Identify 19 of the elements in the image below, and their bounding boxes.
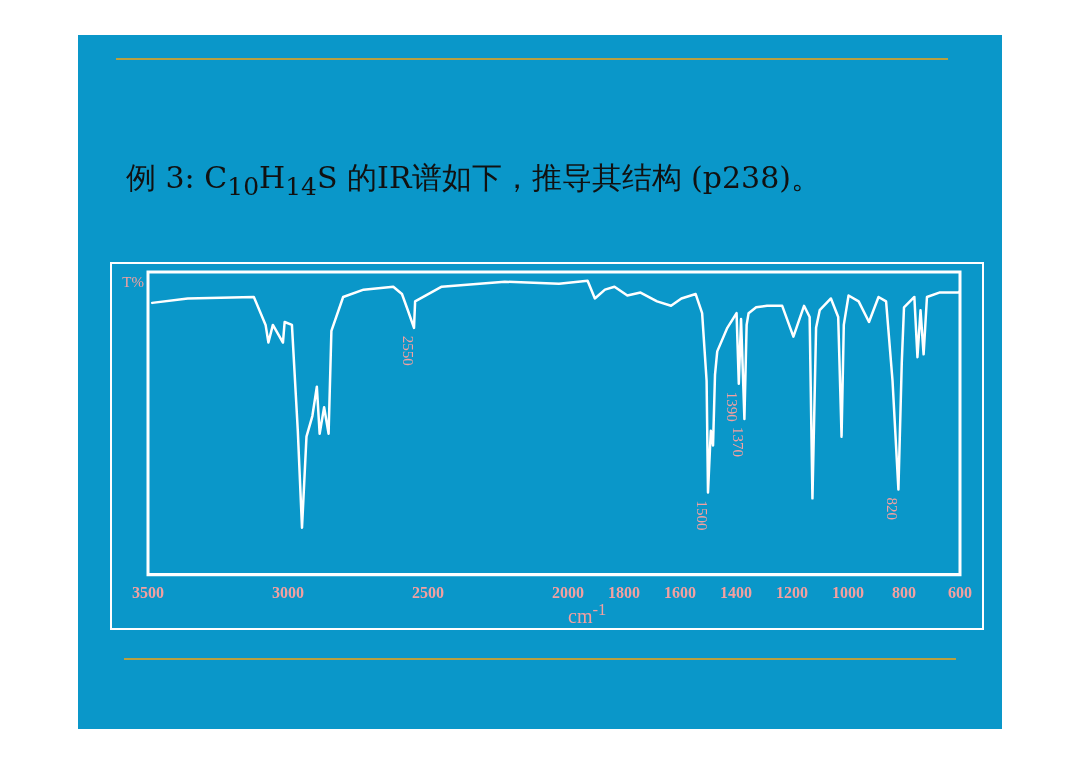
annotation: 1390 <box>724 391 741 422</box>
x-tick-label: 3500 <box>132 583 164 601</box>
x-tick-label: 600 <box>948 583 972 601</box>
x-axis-title: cm$^{-1}$ <box>568 600 607 628</box>
x-tick-label: 1400 <box>720 583 752 601</box>
x-tick-label: 1600 <box>664 583 696 601</box>
annotation: 820 <box>883 497 900 521</box>
x-tick-label: 1000 <box>832 583 864 601</box>
chart-title: 例 3: C$_{10}$H$_{14}$S 的IR谱如下，推导其结构 (p238)。 <box>126 159 821 201</box>
x-tick-label: 800 <box>892 583 916 601</box>
x-tick-label: 2000 <box>552 583 584 601</box>
annotation: 2550 <box>399 335 416 366</box>
x-tick-label: 1200 <box>776 583 808 601</box>
x-tick-label: 3000 <box>272 583 304 601</box>
x-tick-label: 1800 <box>608 583 640 601</box>
y-axis-title: T% <box>122 274 144 291</box>
x-tick-label: 2500 <box>412 583 444 601</box>
annotation: 1500 <box>693 500 710 531</box>
annotation: 1370 <box>729 426 746 457</box>
